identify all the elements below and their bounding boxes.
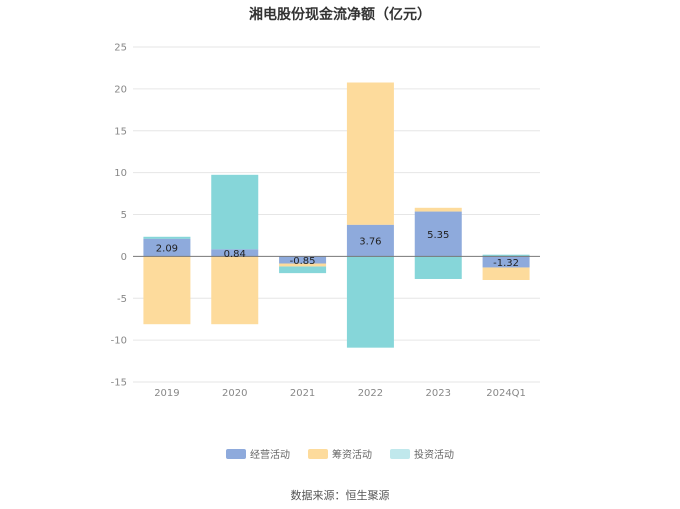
y-tick-label: 5 [121,210,127,221]
legend-swatch-investing [390,448,410,459]
bar-investing[interactable] [211,174,259,250]
bar-investing[interactable] [414,256,462,279]
bar-financing[interactable] [143,256,191,325]
x-tick-label: 2023 [426,388,451,399]
y-tick-label: 25 [114,43,127,54]
bar-operating[interactable] [279,256,327,264]
data-label: 0.84 [224,249,246,260]
data-labels: 2.09 0.84 -0.85 3.76 5.35 -1.32 [156,230,519,269]
legend-item-investing[interactable]: 投资活动 [390,446,454,461]
bar-operating[interactable] [143,238,191,257]
legend-label-investing: 投资活动 [414,450,454,461]
chart-plot: 2.09 0.84 -0.85 3.76 5.35 -1.32 25 20 15 10 5 0 -5 -… [111,43,540,400]
data-label: 5.35 [427,230,449,241]
legend-item-operating[interactable]: 经营活动 [226,446,290,461]
data-label: 2.09 [156,244,178,255]
grid-lines [133,46,540,383]
legend-label-operating: 经营活动 [250,450,290,461]
x-tick-label: 2020 [222,388,247,399]
data-label: -0.85 [290,256,316,267]
y-tick-label: -5 [117,294,127,305]
bar-investing[interactable] [143,236,191,239]
chart-title: 湘电股份现金流净额（亿元） [249,7,431,23]
bar-operating[interactable] [482,256,530,268]
bar-investing[interactable] [346,256,394,348]
bar-operating[interactable] [414,211,462,257]
y-tick-label: -15 [111,378,127,389]
y-tick-label: 0 [121,252,127,263]
y-tick-label: 15 [114,126,127,137]
legend-label-financing: 筹资活动 [332,450,372,461]
axis-ticks: 25 20 15 10 5 0 -5 -10 -15 2019 2020 2021 2022 2023 20… [111,43,526,400]
x-tick-label: 2022 [358,388,383,399]
bar-financing[interactable] [279,263,327,267]
bar-financing[interactable] [482,267,530,280]
bar-investing[interactable] [482,254,530,257]
y-tick-label: 10 [114,168,127,179]
x-tick-label: 2024Q1 [486,388,526,399]
bar-operating[interactable] [346,224,394,257]
x-tick-label: 2019 [154,388,179,399]
legend: 经营活动 筹资活动 投资活动 [0,446,680,461]
source-note: 数据来源：恒生聚源 [290,489,390,502]
data-label: -1.32 [493,258,519,269]
bars [143,82,530,348]
data-label: 3.76 [359,237,381,248]
bar-financing[interactable] [414,207,462,212]
bar-investing[interactable] [279,266,327,274]
bar-financing[interactable] [211,256,259,325]
y-tick-label: -10 [111,336,127,347]
bar-financing[interactable] [346,82,394,225]
x-tick-label: 2021 [290,388,315,399]
y-tick-label: 20 [114,84,127,95]
legend-swatch-financing [308,448,328,459]
legend-item-financing[interactable]: 筹资活动 [308,446,372,461]
legend-swatch-operating [226,448,246,459]
bar-operating[interactable] [211,249,259,257]
